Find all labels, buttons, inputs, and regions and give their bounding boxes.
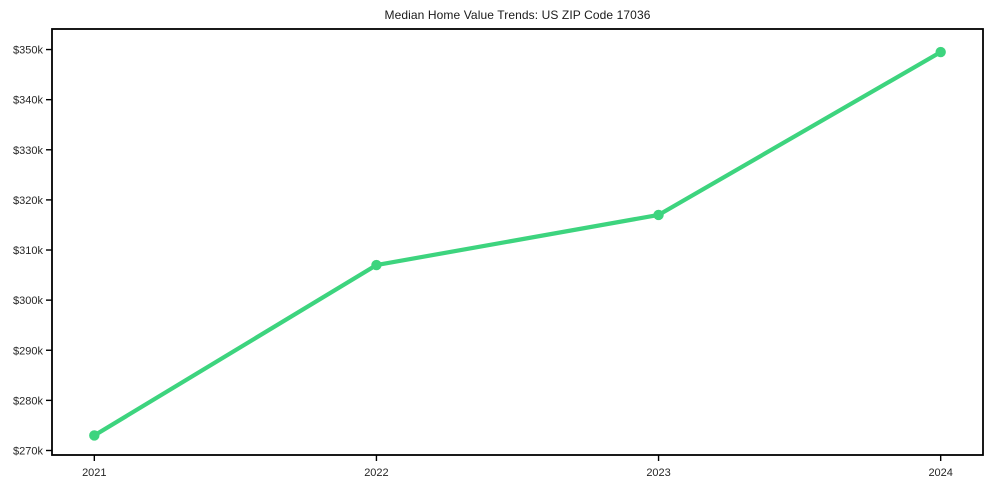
y-axis-tick-label: $310k xyxy=(13,245,43,257)
chart-title: Median Home Value Trends: US ZIP Code 17… xyxy=(384,8,651,22)
y-axis-tick-label: $290k xyxy=(13,345,43,357)
y-axis-tick-label: $280k xyxy=(13,395,43,407)
y-axis-tick-label: $320k xyxy=(13,195,43,207)
y-axis-tick-label: $300k xyxy=(13,295,43,307)
data-point-marker xyxy=(371,259,382,271)
x-axis-tick-label: 2023 xyxy=(646,467,670,479)
data-point-marker xyxy=(653,209,664,221)
trend-line xyxy=(92,49,943,438)
y-axis-tick-label: $340k xyxy=(13,95,43,107)
x-axis-tick-label: 2021 xyxy=(82,467,106,479)
x-axis-tick-label: 2024 xyxy=(928,467,952,479)
x-axis-tick-label: 2022 xyxy=(364,467,388,479)
y-axis-tick-label: $270k xyxy=(13,445,43,457)
data-point-marker xyxy=(89,430,100,441)
data-point-marker xyxy=(935,46,946,58)
y-axis-tick-label: $350k xyxy=(13,45,43,57)
y-axis-tick-label: $330k xyxy=(13,145,43,157)
